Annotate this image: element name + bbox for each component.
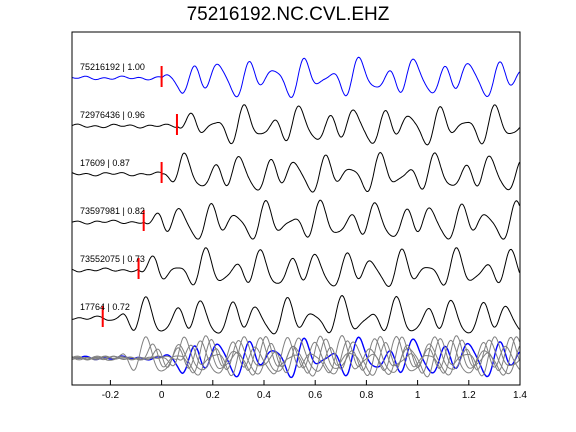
overlay-stack [71, 335, 521, 379]
chart-title: 75216192.NC.CVL.EHZ [186, 4, 390, 25]
x-axis: -0.2 0 0.2 0.4 0.6 0.8 1 1.2 1.4 [102, 380, 527, 401]
trace-label-4: 73597981 | 0.82 [80, 206, 145, 216]
overlay-line-3 [71, 335, 520, 377]
plot-frame [71, 31, 521, 386]
x-tick-label-7: 1 [415, 390, 421, 401]
x-tick-label-6: 0.8 [359, 390, 373, 401]
x-tick-label-5: 0.6 [308, 390, 322, 401]
trace-line-3 [71, 151, 520, 193]
trace-label-5: 73552075 | 0.73 [80, 254, 145, 264]
trace-line-4 [71, 199, 520, 240]
x-tick-label-2: 0 [159, 390, 165, 401]
overlay-line-5 [71, 335, 520, 376]
trace-label-1: 75216192 | 1.00 [80, 62, 145, 72]
x-tick-label-1: -0.2 [102, 390, 120, 401]
trace-label-3: 17609 | 0.87 [80, 158, 130, 168]
x-tick-label-3: 0.2 [206, 390, 220, 401]
x-tick-label-4: 0.4 [257, 390, 271, 401]
overlay-line-2 [71, 336, 520, 378]
trace-label-2: 72976436 | 0.96 [80, 110, 145, 120]
trace-line-1 [71, 56, 520, 99]
trace-line-2 [71, 104, 520, 146]
trace-labels-layer: 75216192 | 1.00 72976436 | 0.96 17609 | 0.… [80, 62, 145, 312]
traces-layer [71, 56, 520, 335]
picks-layer [101, 66, 178, 327]
overlay-line-6 [71, 335, 520, 375]
trace-label-6: 17764 | 0.72 [80, 302, 130, 312]
trace-line-6 [71, 295, 520, 335]
x-tick-label-9: 1.4 [513, 390, 527, 401]
x-tick-label-8: 1.2 [462, 390, 476, 401]
trace-line-5 [71, 247, 520, 288]
